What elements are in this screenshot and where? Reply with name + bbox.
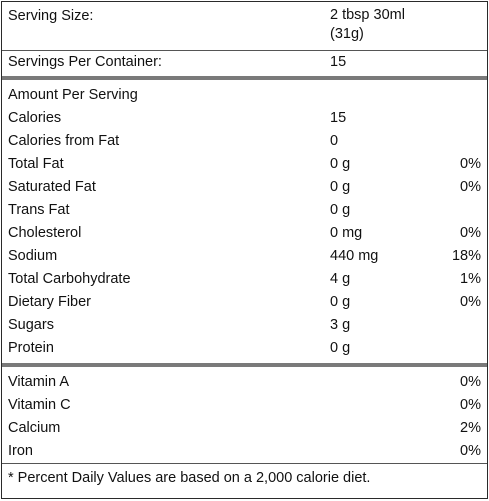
nutrient-value: 3 g — [330, 317, 351, 333]
nutrient-label: Calories from Fat — [8, 133, 120, 149]
amount-per-serving-label: Amount Per Serving — [8, 87, 138, 103]
servings-per-container-value: 15 — [330, 54, 347, 70]
nutrient-value: 0 mg — [330, 225, 363, 241]
nutrient-label: Calories — [8, 110, 62, 126]
nutrient-label: Cholesterol — [8, 225, 82, 241]
serving-size-label: Serving Size: — [8, 8, 94, 24]
nutrient-row-calories-from-fat: Calories from Fat 0 — [8, 131, 481, 151]
vitamin-label: Iron — [8, 443, 33, 459]
nutrient-label: Total Carbohydrate — [8, 271, 131, 287]
serving-size-value-line1: 2 tbsp 30ml — [330, 7, 405, 23]
nutrient-value: 0 — [330, 133, 339, 149]
nutrient-label: Sugars — [8, 317, 54, 333]
nutrient-daily-value: 18% — [451, 248, 481, 264]
amount-per-serving-row: Amount Per Serving — [8, 85, 481, 105]
vitamin-label: Vitamin C — [8, 397, 71, 413]
nutrient-value: 440 mg — [330, 248, 379, 264]
vitamin-row-iron: Iron 0% — [8, 441, 481, 461]
nutrient-value: 0 g — [330, 340, 351, 356]
nutrient-value: 0 g — [330, 179, 351, 195]
nutrient-row-sugars: Sugars 3 g — [8, 315, 481, 335]
nutrient-label: Trans Fat — [8, 202, 70, 218]
nutrient-row-saturated-fat: Saturated Fat 0 g 0% — [8, 177, 481, 197]
vitamin-row-calcium: Calcium 2% — [8, 418, 481, 438]
divider — [2, 463, 487, 464]
nutrient-label: Saturated Fat — [8, 179, 96, 195]
nutrient-value: 0 g — [330, 294, 351, 310]
thick-divider — [2, 363, 487, 367]
nutrient-value: 15 — [330, 110, 347, 126]
nutrient-value: 4 g — [330, 271, 351, 287]
nutrient-daily-value: 0% — [460, 156, 481, 172]
footnote-row: * Percent Daily Values are based on a 2,… — [8, 468, 481, 488]
daily-value-footnote: * Percent Daily Values are based on a 2,… — [8, 470, 371, 486]
serving-size-value-line2: (31g) — [330, 26, 364, 42]
serving-size-value: 2 tbsp 30ml (31g) — [330, 6, 405, 44]
nutrient-label: Sodium — [8, 248, 58, 264]
servings-per-container-label: Servings Per Container: — [8, 54, 162, 70]
vitamin-daily-value: 0% — [460, 397, 481, 413]
nutrient-row-sodium: Sodium 440 mg 18% — [8, 246, 481, 266]
vitamin-label: Vitamin A — [8, 374, 69, 390]
nutrient-label: Total Fat — [8, 156, 64, 172]
serving-size-row: Serving Size: 2 tbsp 30ml (31g) — [8, 6, 481, 42]
vitamin-row-vitamin-a: Vitamin A 0% — [8, 372, 481, 392]
nutrient-label: Protein — [8, 340, 54, 356]
vitamin-daily-value: 2% — [460, 420, 481, 436]
nutrient-daily-value: 1% — [460, 271, 481, 287]
nutrient-row-protein: Protein 0 g — [8, 338, 481, 358]
nutrient-row-total-fat: Total Fat 0 g 0% — [8, 154, 481, 174]
nutrient-daily-value: 0% — [460, 225, 481, 241]
nutrient-daily-value: 0% — [460, 294, 481, 310]
nutrient-row-total-carbohydrate: Total Carbohydrate 4 g 1% — [8, 269, 481, 289]
vitamin-daily-value: 0% — [460, 443, 481, 459]
vitamin-row-vitamin-c: Vitamin C 0% — [8, 395, 481, 415]
nutrient-row-trans-fat: Trans Fat 0 g — [8, 200, 481, 220]
nutrient-label: Dietary Fiber — [8, 294, 91, 310]
nutrient-row-calories: Calories 15 — [8, 108, 481, 128]
nutrient-daily-value: 0% — [460, 179, 481, 195]
nutrient-row-dietary-fiber: Dietary Fiber 0 g 0% — [8, 292, 481, 312]
vitamin-label: Calcium — [8, 420, 61, 436]
nutrient-value: 0 g — [330, 156, 351, 172]
vitamin-daily-value: 0% — [460, 374, 481, 390]
nutrient-value: 0 g — [330, 202, 351, 218]
thick-divider — [2, 76, 487, 80]
nutrient-row-cholesterol: Cholesterol 0 mg 0% — [8, 223, 481, 243]
divider — [2, 50, 487, 51]
servings-per-container-row: Servings Per Container: 15 — [8, 52, 481, 72]
